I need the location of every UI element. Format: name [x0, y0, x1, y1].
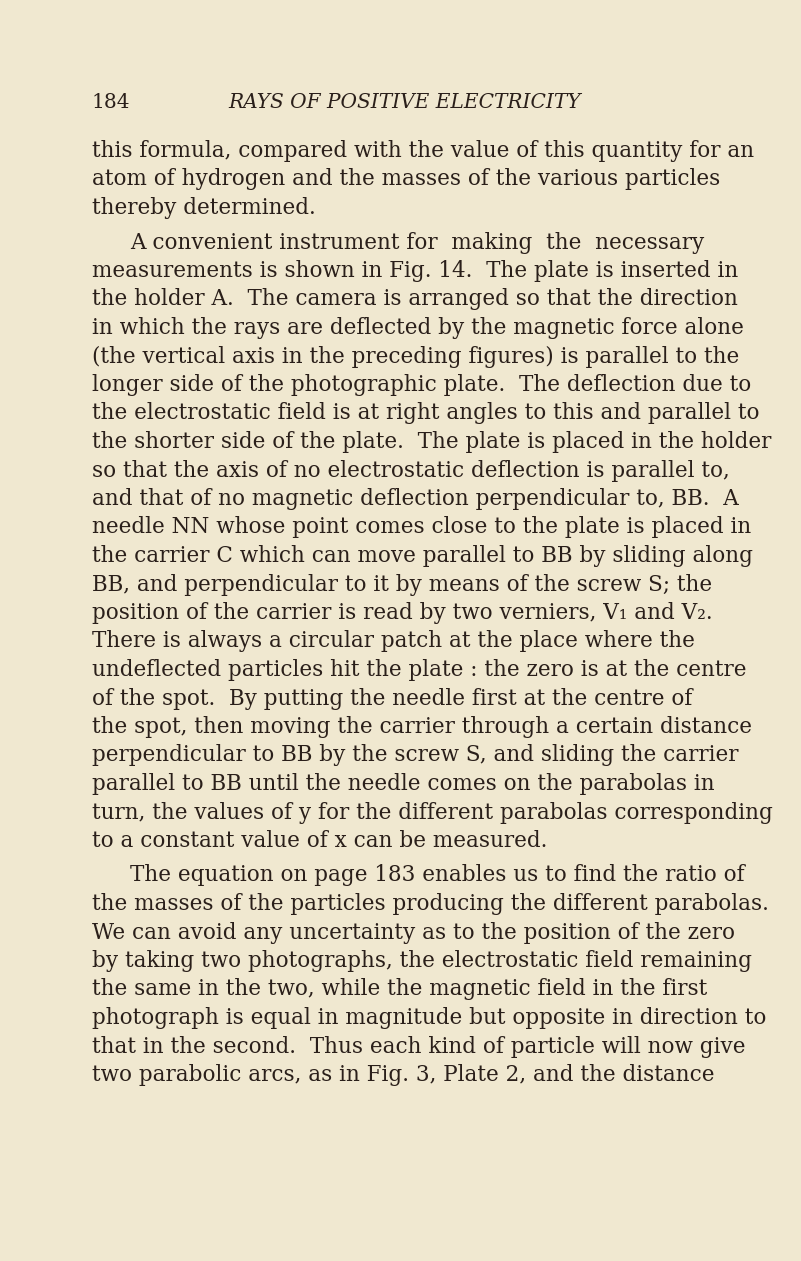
Text: the spot, then moving the carrier through a certain distance: the spot, then moving the carrier throug… [92, 716, 752, 738]
Text: turn, the values of y for the different parabolas corresponding: turn, the values of y for the different … [92, 802, 773, 823]
Text: the holder A.  The camera is arranged so that the direction: the holder A. The camera is arranged so … [92, 289, 738, 310]
Text: by taking two photographs, the electrostatic field remaining: by taking two photographs, the electrost… [92, 950, 752, 972]
Text: We can avoid any uncertainty as to the position of the zero: We can avoid any uncertainty as to the p… [92, 922, 735, 943]
Text: parallel to BB until the needle comes on the parabolas in: parallel to BB until the needle comes on… [92, 773, 714, 794]
Text: The equation on page 183 enables us to find the ratio of: The equation on page 183 enables us to f… [130, 865, 745, 886]
Text: the carrier C which can move parallel to BB by sliding along: the carrier C which can move parallel to… [92, 545, 753, 567]
Text: atom of hydrogen and the masses of the various particles: atom of hydrogen and the masses of the v… [92, 169, 720, 190]
Text: There is always a circular patch at the place where the: There is always a circular patch at the … [92, 630, 695, 652]
Text: the shorter side of the plate.  The plate is placed in the holder: the shorter side of the plate. The plate… [92, 431, 771, 453]
Text: position of the carrier is read by two verniers, V₁ and V₂.: position of the carrier is read by two v… [92, 601, 713, 624]
Text: photograph is equal in magnitude but opposite in direction to: photograph is equal in magnitude but opp… [92, 1008, 767, 1029]
Text: of the spot.  By putting the needle first at the centre of: of the spot. By putting the needle first… [92, 687, 692, 710]
Text: two parabolic arcs, as in Fig. 3, Plate 2, and the distance: two parabolic arcs, as in Fig. 3, Plate … [92, 1064, 714, 1086]
Text: BB, and perpendicular to it by means of the screw S; the: BB, and perpendicular to it by means of … [92, 574, 712, 595]
Text: so that the axis of no electrostatic deflection is parallel to,: so that the axis of no electrostatic def… [92, 459, 730, 482]
Text: thereby determined.: thereby determined. [92, 197, 316, 219]
Text: to a constant value of x can be measured.: to a constant value of x can be measured… [92, 830, 547, 852]
Text: the electrostatic field is at right angles to this and parallel to: the electrostatic field is at right angl… [92, 402, 759, 425]
Text: longer side of the photographic plate.  The deflection due to: longer side of the photographic plate. T… [92, 375, 751, 396]
Text: the masses of the particles producing the different parabolas.: the masses of the particles producing th… [92, 893, 769, 915]
Text: (the vertical axis in the preceding figures) is parallel to the: (the vertical axis in the preceding figu… [92, 346, 739, 367]
Text: measurements is shown in Fig. 14.  The plate is inserted in: measurements is shown in Fig. 14. The pl… [92, 260, 739, 282]
Text: perpendicular to BB by the screw S, and sliding the carrier: perpendicular to BB by the screw S, and … [92, 744, 739, 767]
Text: A convenient instrument for  making  the  necessary: A convenient instrument for making the n… [130, 232, 704, 253]
Text: in which the rays are deflected by the magnetic force alone: in which the rays are deflected by the m… [92, 317, 744, 339]
Text: that in the second.  Thus each kind of particle will now give: that in the second. Thus each kind of pa… [92, 1035, 746, 1058]
Text: this formula, compared with the value of this quantity for an: this formula, compared with the value of… [92, 140, 754, 161]
Text: RAYS OF POSITIVE ELECTRICITY: RAYS OF POSITIVE ELECTRICITY [229, 93, 582, 112]
Text: needle NN whose point comes close to the plate is placed in: needle NN whose point comes close to the… [92, 517, 751, 538]
Text: the same in the two, while the magnetic field in the first: the same in the two, while the magnetic … [92, 979, 707, 1000]
Text: 184: 184 [92, 93, 131, 112]
Text: undeflected particles hit the plate : the zero is at the centre: undeflected particles hit the plate : th… [92, 660, 747, 681]
Text: and that of no magnetic deflection perpendicular to, BB.  A: and that of no magnetic deflection perpe… [92, 488, 739, 509]
